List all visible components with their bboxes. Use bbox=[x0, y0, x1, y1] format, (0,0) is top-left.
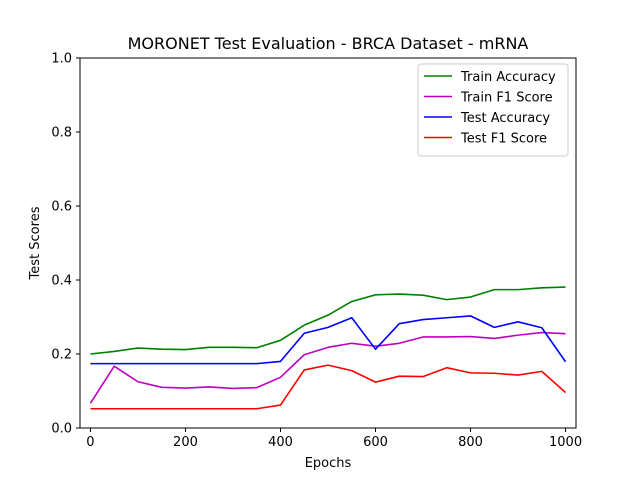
x-tick-label: 400 bbox=[268, 435, 293, 450]
series-line-3 bbox=[90, 315, 567, 365]
y-axis: 0.0 0.2 0.4 0.6 0.8 1.0 bbox=[51, 52, 80, 437]
x-tick-label: 1000 bbox=[549, 435, 582, 450]
legend-label: Train F1 Score bbox=[460, 91, 553, 106]
legend-label: Train Accuracy bbox=[460, 70, 556, 85]
x-tick-label: 800 bbox=[458, 435, 483, 450]
series-line-1 bbox=[90, 286, 566, 355]
chart-title: MORONET Test Evaluation - BRCA Dataset -… bbox=[128, 34, 529, 53]
y-tick-label: 0.2 bbox=[51, 348, 72, 363]
x-tick-label: 200 bbox=[173, 435, 198, 450]
series-lines bbox=[89, 286, 567, 410]
y-tick-label: 1.0 bbox=[51, 52, 72, 67]
legend-box bbox=[417, 63, 569, 157]
legend-label: Test F1 Score bbox=[460, 132, 547, 147]
series-line-4 bbox=[90, 364, 567, 410]
x-tick-label: 600 bbox=[363, 435, 388, 450]
y-tick-label: 0.8 bbox=[51, 126, 72, 141]
x-axis-label: Epochs bbox=[305, 456, 352, 471]
y-axis-label: Test Scores bbox=[28, 206, 43, 280]
x-axis: 0 200 400 600 800 1000 bbox=[86, 428, 582, 450]
y-tick-label: 0.4 bbox=[51, 274, 72, 289]
plot-frame bbox=[79, 57, 577, 429]
series-line-2 bbox=[89, 331, 566, 404]
y-tick-label: 0.6 bbox=[51, 200, 72, 215]
x-tick-label: 0 bbox=[86, 435, 94, 450]
legend-label: Test Accuracy bbox=[460, 111, 550, 126]
legend: Train Accuracy Train F1 Score Test Accurac… bbox=[417, 63, 569, 157]
y-tick-label: 0.0 bbox=[51, 422, 72, 437]
